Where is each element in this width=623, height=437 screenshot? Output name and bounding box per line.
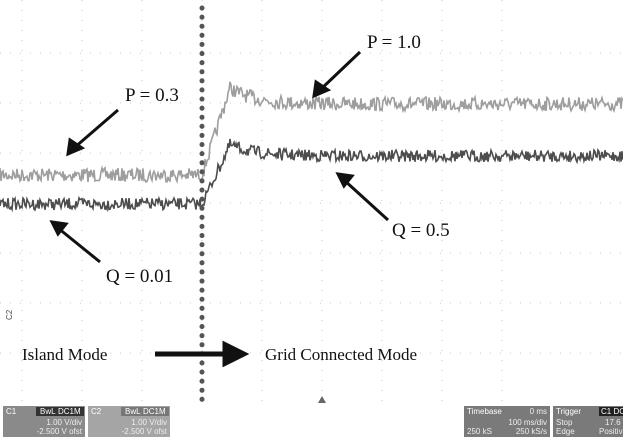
panel-text: BwL [125, 407, 141, 416]
annotation: Q = 0.5 [392, 220, 450, 241]
panel-text: 1.00 V/div [131, 418, 167, 427]
panel-text: DC1M [143, 407, 166, 416]
oscilloscope-screen: P = 0.3 P = 1.0 Q = 0.01 Q = 0.5 Island … [0, 0, 623, 437]
annotation: P = 1.0 [367, 32, 421, 53]
mode-label: Grid Connected Mode [265, 345, 417, 364]
panel-text: 250 kS/s [516, 427, 547, 436]
annotation: P = 0.3 [125, 85, 179, 106]
panel-text: Positive [599, 427, 623, 436]
panel-text: C1 DC [601, 407, 623, 416]
panel-title: C2 [91, 407, 102, 416]
timebase-panel: Timebase 0 ms 100 ms/div 250 kS 250 kS/s [464, 406, 550, 437]
panel-text: 250 kS [467, 427, 492, 436]
panel-text: DC1M [58, 407, 81, 416]
panel-text: 17.6 V [605, 418, 623, 427]
panel-text: Edge [556, 427, 575, 436]
panel-text: 0 ms [530, 407, 547, 416]
c2-panel: C2 BwL DC1M 1.00 V/div -2.500 V ofst [88, 406, 170, 437]
trigger-panel: Trigger C1 DC Stop 17.6 V Edge Positive [553, 406, 623, 437]
annotation: Q = 0.01 [106, 266, 173, 287]
panel-text: -2.500 V ofst [122, 427, 168, 436]
panel-text: 100 ms/div [508, 418, 547, 427]
c1-panel: C1 BwL DC1M 1.00 V/div -2.500 V ofst [3, 406, 85, 437]
panel-title: Trigger [556, 407, 581, 416]
panel-title: C1 [6, 407, 17, 416]
mode-label: Island Mode [22, 345, 107, 364]
panel-text: Stop [556, 418, 573, 427]
channel-marker: C2 [5, 309, 14, 320]
panel-title: Timebase [467, 407, 502, 416]
panel-text: BwL [40, 407, 56, 416]
panel-text: -2.500 V ofst [37, 427, 83, 436]
panel-text: 1.00 V/div [46, 418, 82, 427]
